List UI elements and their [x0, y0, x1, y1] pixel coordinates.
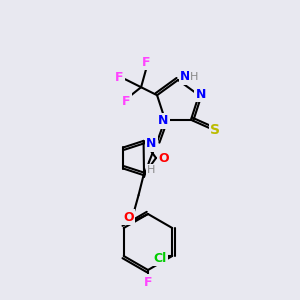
- Text: N: N: [196, 88, 206, 101]
- Text: F: F: [115, 71, 123, 84]
- Text: H: H: [190, 72, 198, 82]
- Text: N: N: [146, 137, 156, 150]
- Text: H: H: [147, 165, 155, 175]
- Text: O: O: [159, 152, 169, 164]
- Text: F: F: [142, 56, 150, 69]
- Text: O: O: [123, 211, 134, 224]
- Text: F: F: [144, 275, 152, 289]
- Text: F: F: [122, 95, 130, 108]
- Text: N: N: [180, 70, 190, 83]
- Text: Cl: Cl: [154, 251, 167, 265]
- Text: S: S: [210, 123, 220, 137]
- Text: N: N: [158, 114, 168, 127]
